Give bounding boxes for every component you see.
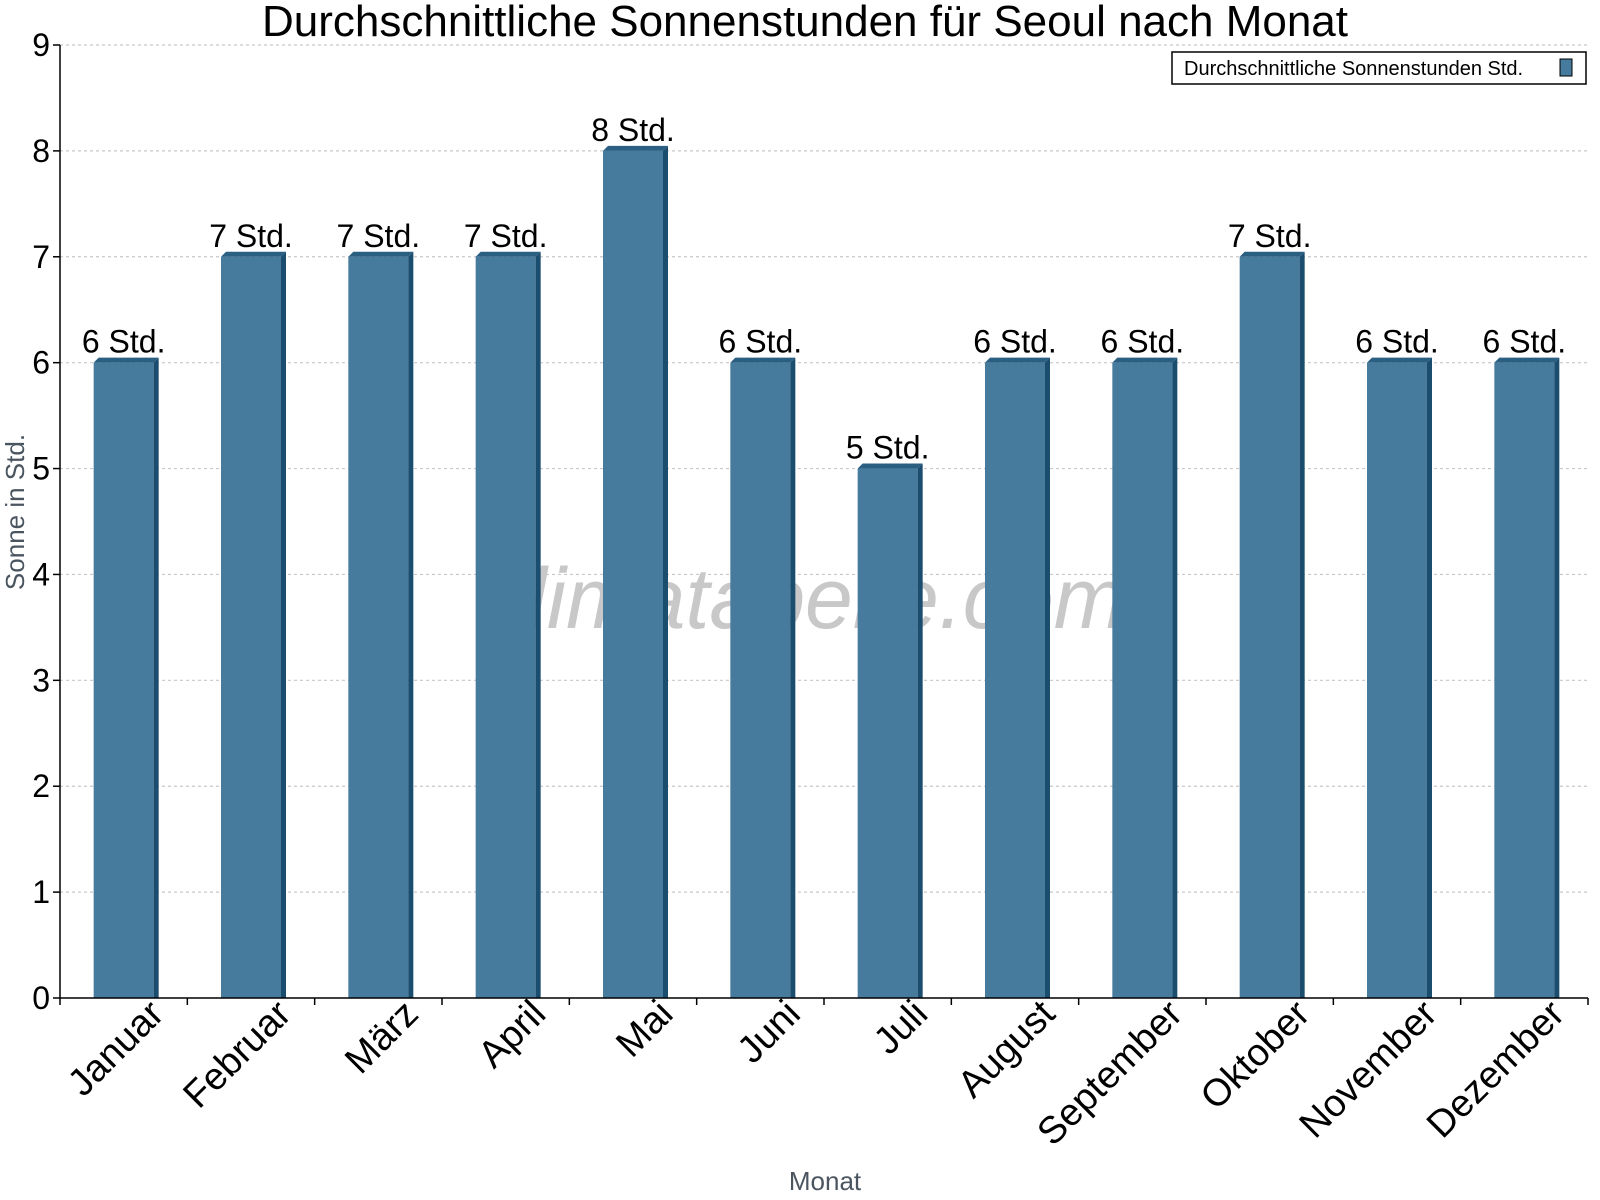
bar (1239, 256, 1300, 998)
value-label: 7 Std. (1228, 218, 1312, 254)
bar-side (1045, 357, 1050, 999)
bar-side (1172, 357, 1178, 999)
y-tick-label: 5 (32, 451, 50, 487)
bar-side (790, 357, 796, 999)
bar-side (535, 251, 541, 998)
bar (1367, 362, 1427, 999)
y-tick-label: 2 (32, 768, 50, 804)
bar-top (348, 251, 414, 257)
x-tick-label: Mai (608, 993, 681, 1066)
x-tick-label: Dezember (1419, 992, 1573, 1146)
value-label: 6 Std. (82, 324, 166, 360)
value-label: 6 Std. (1101, 324, 1185, 360)
x-tick-label: Oktober (1193, 992, 1319, 1118)
bar-side (281, 251, 286, 998)
chart-title: Durchschnittliche Sonnenstunden für Seou… (262, 0, 1348, 46)
legend: Durchschnittliche Sonnenstunden Std. (1171, 51, 1587, 85)
bar (730, 362, 791, 999)
x-tick-label: November (1292, 992, 1446, 1146)
legend-entry: Durchschnittliche Sonnenstunden Std. (1184, 58, 1523, 80)
bar-side (663, 145, 668, 998)
bar-top (857, 463, 923, 469)
y-tick-labels: 0 1 2 3 4 5 6 7 8 9 (32, 27, 50, 1016)
y-axis-label: Sonne in Std. (0, 434, 30, 590)
value-label: 6 Std. (719, 324, 803, 360)
bar-top (93, 357, 159, 363)
bar (603, 150, 663, 998)
y-tick-label: 3 (32, 662, 50, 698)
x-tick-label: Januar (60, 992, 172, 1104)
bar-top (1112, 357, 1178, 363)
bar (348, 256, 409, 998)
bar (985, 362, 1045, 999)
value-label: 6 Std. (1483, 324, 1567, 360)
bar (1494, 362, 1555, 999)
x-tick-label: März (337, 993, 426, 1082)
x-tick-label: August (950, 992, 1064, 1106)
bar-top (985, 357, 1050, 363)
y-tick-label: 4 (32, 556, 50, 592)
bar-top (475, 251, 541, 257)
bar-side (153, 357, 159, 999)
value-label: 5 Std. (846, 430, 930, 466)
bar-top (730, 357, 796, 363)
bar-side (917, 463, 923, 998)
x-tick-label: Juli (866, 993, 936, 1063)
legend-box (1171, 51, 1587, 85)
x-tick-label: April (471, 993, 554, 1076)
value-labels: 6 Std. 7 Std. 7 Std. 7 Std. 8 Std. 6 Std. 5 St… (82, 112, 1566, 466)
legend-swatch (1559, 58, 1573, 77)
value-label: 8 Std. (591, 112, 675, 148)
value-label: 7 Std. (464, 218, 548, 254)
value-label: 6 Std. (1355, 324, 1439, 360)
bar-side (1299, 251, 1305, 998)
bar (475, 256, 536, 998)
y-tick-label: 6 (32, 345, 50, 381)
bar-top (1239, 251, 1305, 257)
gridlines (60, 44, 1588, 893)
bar-top (603, 145, 668, 151)
y-tick-label: 0 (32, 980, 50, 1016)
bars (93, 145, 1560, 999)
value-label: 7 Std. (209, 218, 293, 254)
y-tick-label: 9 (32, 27, 50, 63)
bar (93, 362, 154, 999)
bar (221, 256, 281, 998)
bar-side (408, 251, 414, 998)
value-label: 7 Std. (337, 218, 421, 254)
bar (857, 468, 918, 998)
x-axis-label: Monat (789, 1166, 862, 1196)
value-label: 6 Std. (973, 324, 1057, 360)
y-tick-label: 1 (32, 874, 50, 910)
y-tick-label: 8 (32, 133, 50, 169)
bar-side (1427, 357, 1432, 999)
bar-top (1367, 357, 1432, 363)
x-tick-label: Februar (176, 992, 300, 1116)
x-tick-labels: Januar Februar März April Mai Juni Juli AugustS… (60, 992, 1573, 1153)
bar (1112, 362, 1173, 999)
axes (53, 44, 1589, 1005)
y-tick-label: 7 (32, 239, 50, 275)
bar-top (221, 251, 286, 257)
bar-side (1554, 357, 1560, 999)
bar-top (1494, 357, 1560, 363)
x-tick-label: Juni (730, 993, 809, 1072)
